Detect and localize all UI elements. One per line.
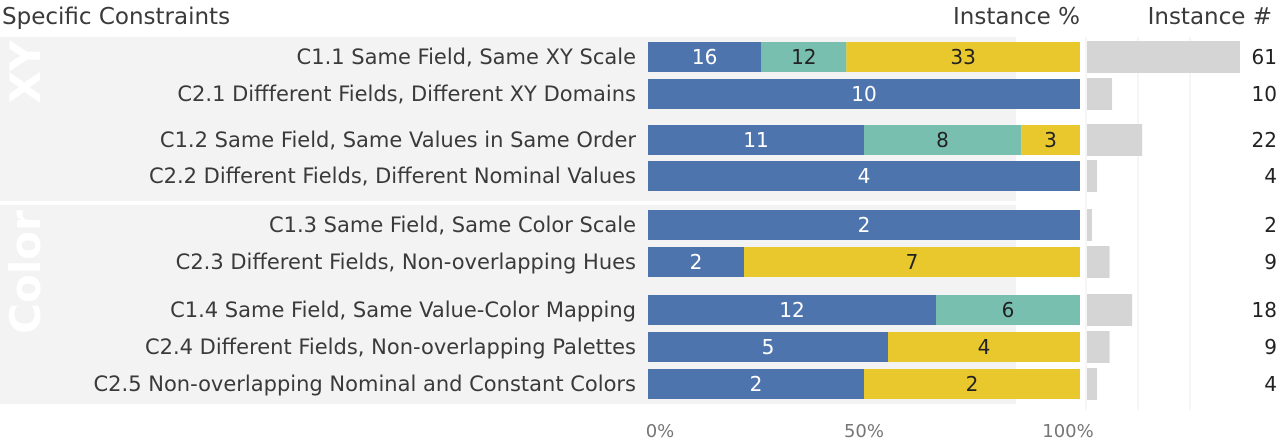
bar-segment-0: [648, 247, 744, 277]
row-label: C1.3 Same Field, Same Color Scale: [269, 213, 636, 237]
bar-segment-0: [648, 79, 1080, 109]
bar-segment-label-0: 2: [750, 372, 763, 396]
bar-segment-0: [648, 369, 864, 399]
bar-segment-1: [936, 295, 1080, 325]
x-tick-label: 50%: [844, 421, 884, 439]
bar-segment-label-0: 4: [858, 164, 871, 188]
x-tick-label: 100%: [1042, 421, 1093, 439]
count-bar: [1087, 78, 1113, 110]
bar-segment-label-0: 2: [690, 250, 703, 274]
bar-segment-label-0: 11: [743, 128, 768, 152]
rows: C1.1 Same Field, Same XY Scale 16 12 33 61 C2…: [94, 41, 1277, 400]
row-label: C2.5 Non-overlapping Nominal and Constan…: [94, 372, 636, 396]
row-label: C2.4 Different Fields, Non-overlapping P…: [145, 335, 636, 359]
group-label-xy: XY: [1, 40, 50, 103]
row-label: C2.2 Different Fields, Different Nominal…: [149, 164, 636, 188]
bar-segment-2: [864, 369, 1080, 399]
bar-segment-label-2: 33: [950, 45, 975, 69]
bar-segment-label-0: 16: [692, 45, 717, 69]
count-bar: [1087, 124, 1143, 156]
row-2: C1.2 Same Field, Same Values in Same Ord…: [160, 124, 1277, 156]
bar-segment-label-1: 8: [936, 128, 949, 152]
bar-segment-2: [888, 332, 1080, 362]
row-6: C1.4 Same Field, Same Value-Color Mappin…: [170, 294, 1277, 326]
row-4: C1.3 Same Field, Same Color Scale 2 2: [269, 209, 1277, 241]
row-5: C2.3 Different Fields, Non-overlapping H…: [176, 246, 1277, 278]
count-bar: [1087, 331, 1110, 363]
bar-segment-0: [648, 125, 864, 155]
header-instance-count: Instance #: [1148, 4, 1272, 30]
count-value: 2: [1264, 213, 1277, 237]
count-value: 10: [1252, 82, 1277, 106]
bar-segment-label-0: 5: [762, 335, 775, 359]
bar-segment-0: [648, 210, 1080, 240]
bar-segment-label-2: 4: [978, 335, 991, 359]
gridlines: [1085, 37, 1191, 410]
count-value: 4: [1264, 372, 1277, 396]
row-label: C1.1 Same Field, Same XY Scale: [297, 45, 636, 69]
bar-segment-1: [864, 125, 1022, 155]
bar-segment-2: [1021, 125, 1080, 155]
count-value: 61: [1252, 45, 1277, 69]
bar-segment-label-1: 6: [1002, 298, 1015, 322]
row-label: C2.1 Diffferent Fields, Different XY Dom…: [177, 82, 636, 106]
count-value: 18: [1252, 298, 1277, 322]
row-label: C2.3 Different Fields, Non-overlapping H…: [176, 250, 636, 274]
bar-segment-label-2: 3: [1044, 128, 1057, 152]
count-value: 22: [1252, 128, 1277, 152]
bar-segment-0: [648, 42, 762, 72]
bar-segment-2: [744, 247, 1080, 277]
count-bar: [1087, 209, 1093, 241]
row-label: C1.2 Same Field, Same Values in Same Ord…: [160, 128, 636, 152]
row-label: C1.4 Same Field, Same Value-Color Mappin…: [170, 298, 636, 322]
bar-segment-label-1: 12: [791, 45, 816, 69]
row-8: C2.5 Non-overlapping Nominal and Constan…: [94, 368, 1277, 400]
row-0: C1.1 Same Field, Same XY Scale 16 12 33 61: [297, 41, 1277, 73]
bar-segment-label-0: 10: [851, 82, 876, 106]
bar-segment-2: [846, 42, 1080, 72]
count-value: 9: [1264, 250, 1277, 274]
row-7: C2.4 Different Fields, Non-overlapping P…: [145, 331, 1277, 363]
bar-segment-label-2: 7: [906, 250, 919, 274]
x-axis-ticks: 0% 50% 100%: [646, 421, 1094, 439]
bar-segment-label-0: 2: [858, 213, 871, 237]
group-label-color: Color: [1, 210, 50, 334]
bar-segment-0: [648, 332, 888, 362]
row-3: C2.2 Different Fields, Different Nominal…: [149, 160, 1277, 192]
count-value: 4: [1264, 164, 1277, 188]
count-bar: [1087, 41, 1240, 73]
count-bar: [1087, 294, 1133, 326]
header-instance-percent: Instance %: [953, 4, 1080, 30]
group-labels: XY Color: [1, 40, 50, 334]
header-constraints: Specific Constraints: [2, 4, 230, 30]
bar-segment-0: [648, 295, 936, 325]
bar-segment-1: [761, 42, 847, 72]
count-bar: [1087, 160, 1098, 192]
count-value: 9: [1264, 335, 1277, 359]
x-tick-label: 0%: [646, 421, 675, 439]
count-bar: [1087, 368, 1098, 400]
bar-segment-label-0: 12: [779, 298, 804, 322]
bar-segment-0: [648, 161, 1080, 191]
bar-segment-label-2: 2: [966, 372, 979, 396]
row-1: C2.1 Diffferent Fields, Different XY Dom…: [177, 78, 1277, 110]
count-bar: [1087, 246, 1110, 278]
